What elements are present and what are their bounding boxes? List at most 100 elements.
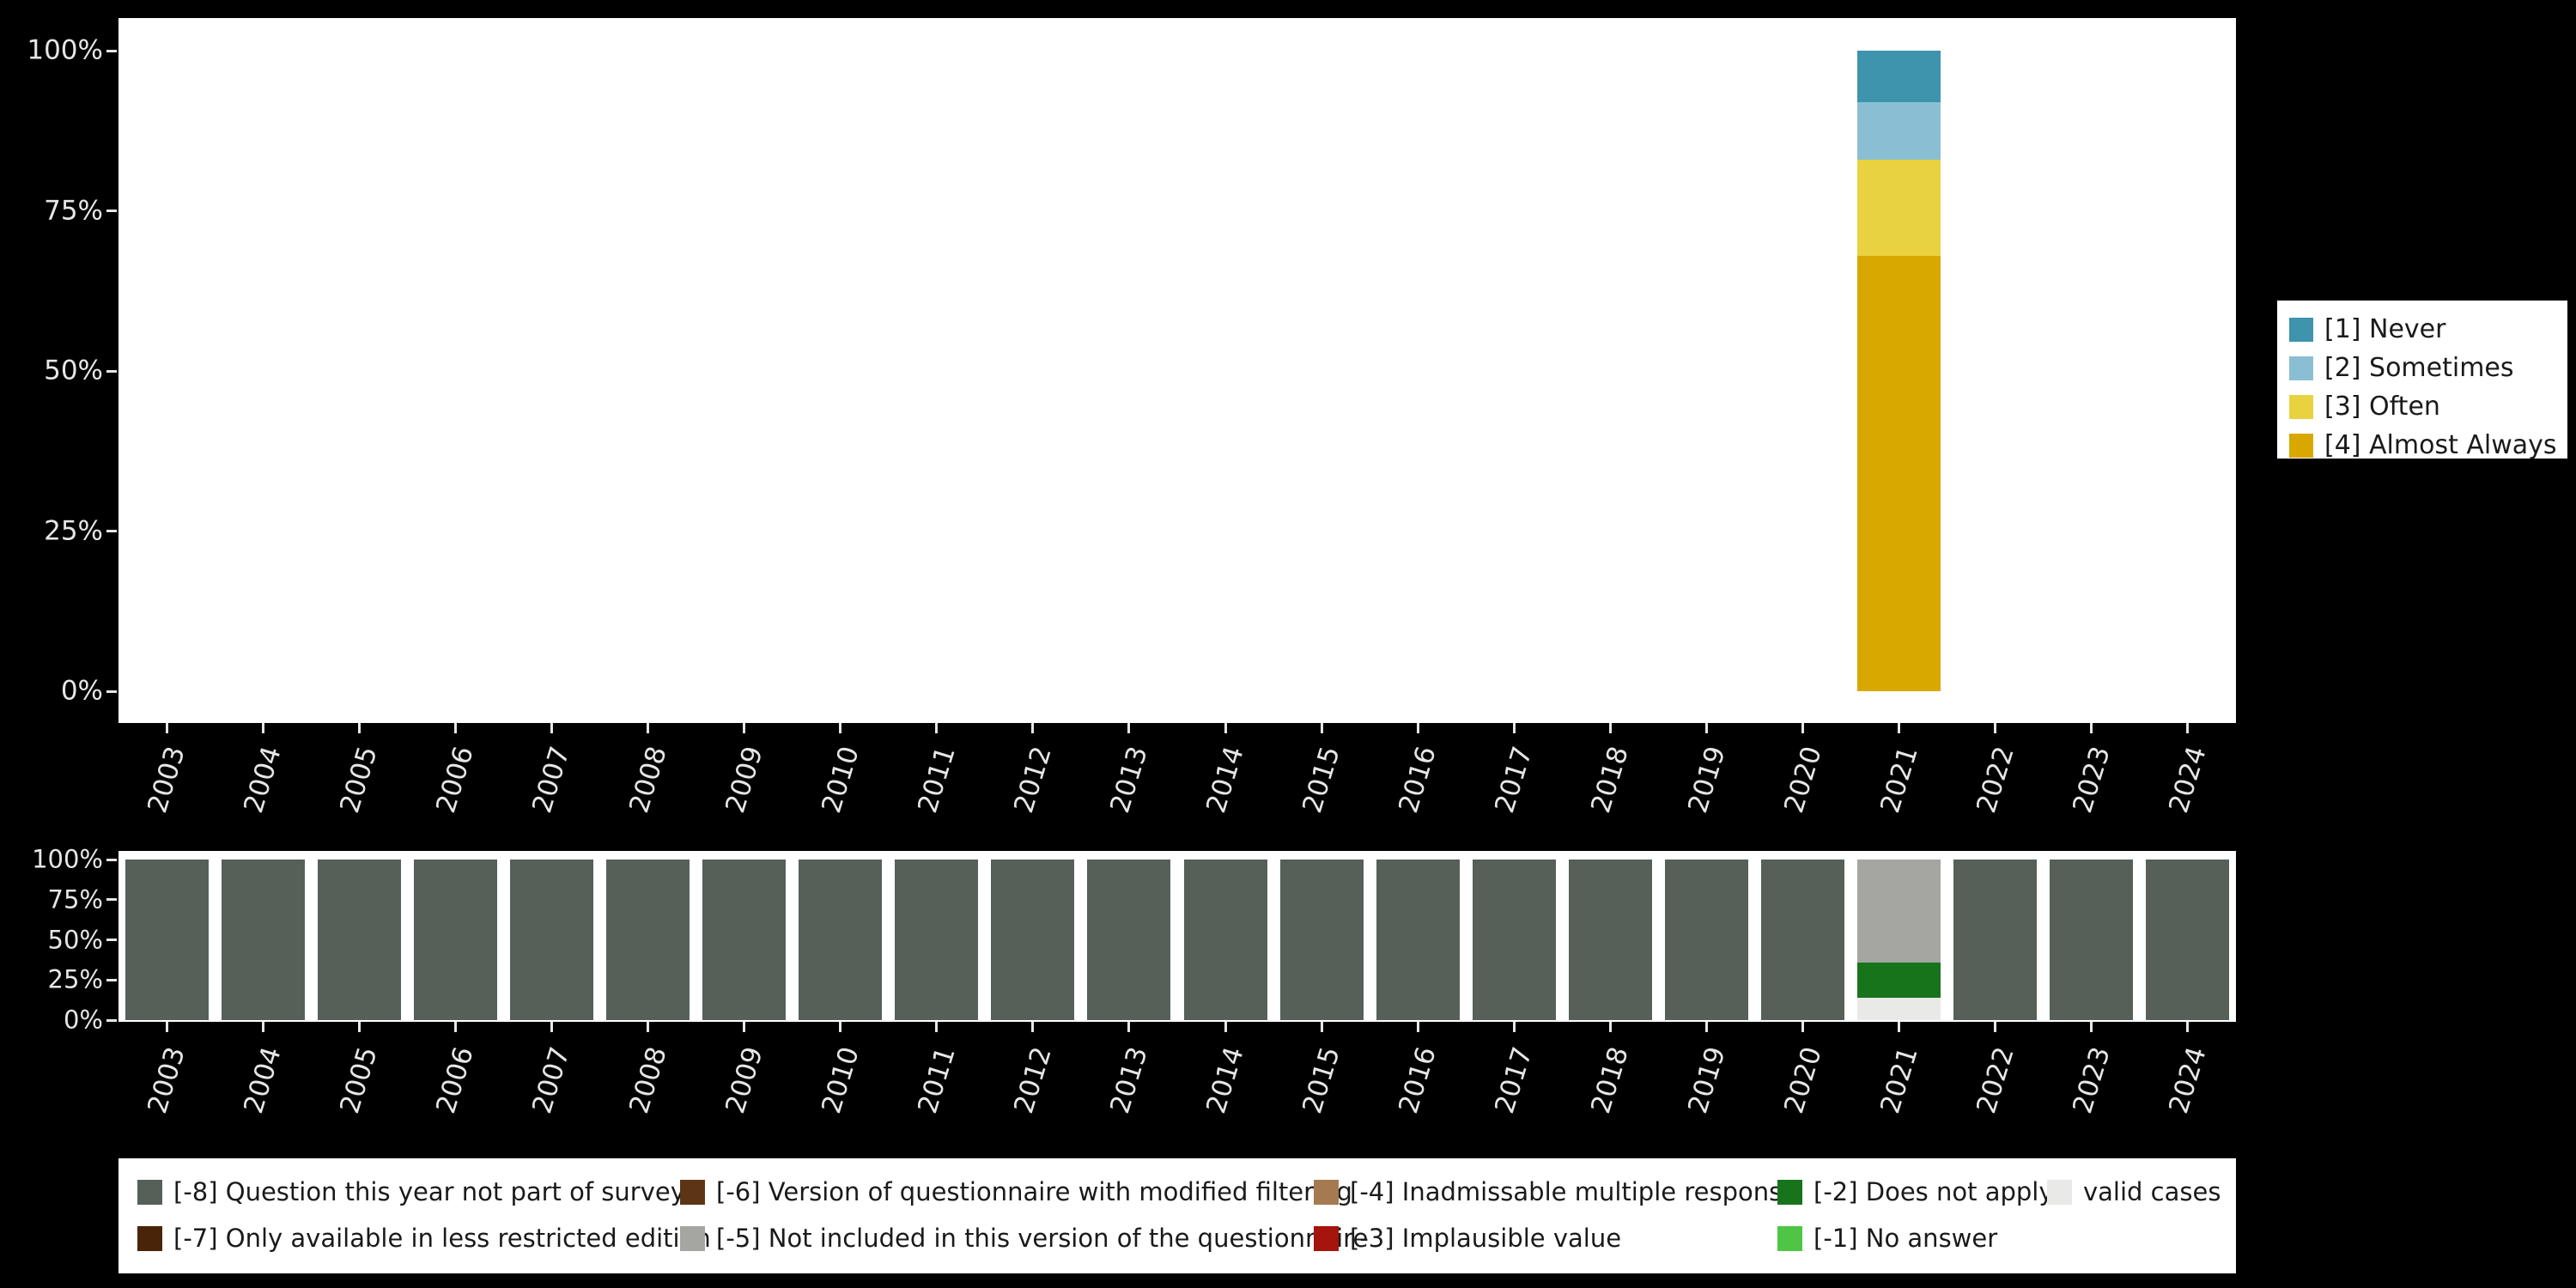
y-axis-tick [106,49,117,52]
x-axis-year-text: 2015 [1297,1043,1346,1117]
legend-swatch [2289,317,2313,342]
x-axis-tick [261,1022,264,1032]
bar-segment-2003 [125,860,209,1020]
legend-label: [-8] Question this year not part of surv… [173,1177,685,1206]
footer-legend-item: [-2] Does not apply [1777,1177,2054,1206]
bar-segment-2014 [1183,860,1267,1020]
bar-segment-2020 [1761,860,1845,1020]
y-axis-tick [106,939,117,941]
legend-swatch [1314,1179,1339,1205]
bar-segment-2022 [1953,860,2038,1020]
x-axis-tick [1608,1022,1612,1032]
legend-label: valid cases [2083,1177,2221,1206]
x-axis-year-text: 2017 [1489,1043,1540,1117]
footer-legend-item: [-7] Only available in less restricted e… [137,1224,711,1253]
footer-legend-item: valid cases [2047,1177,2221,1206]
footer-legend: [-8] Question this year not part of surv… [118,1158,2236,1273]
x-axis-tick [2090,1022,2093,1032]
y-axis-tick-label: 100% [27,34,103,66]
x-axis-tick [1127,1022,1131,1032]
bar-segment-2024 [2146,860,2230,1020]
footer-legend-item: [-4] Inadmissable multiple response [1314,1177,1797,1206]
y-axis-tick [106,858,117,861]
bar-segment-2008 [606,860,690,1020]
x-axis-year-text: 2004 [238,1043,288,1117]
x-axis-year-text: 2019 [1681,1043,1732,1117]
bar-segment-2004 [221,860,305,1020]
x-axis-tick [1320,1022,1323,1032]
legend-label: [-1] No answer [1814,1224,1998,1253]
x-axis-tick [2090,723,2093,733]
bar-segment-2005 [317,860,401,1020]
bar-segment-2021 [1857,860,1941,963]
legend-label: [4] Almost Always [2324,430,2557,460]
legend-swatch [2047,1179,2072,1205]
legend-swatch [137,1179,162,1205]
y-axis-tick-label: 25% [44,514,103,546]
x-axis-year-text: 2019 [1681,743,1732,817]
x-axis-tick [1801,1022,1805,1032]
x-axis-year-text: 2003 [142,1043,191,1117]
bar-segment-2015 [1279,860,1364,1020]
x-axis-tick [647,1022,649,1032]
legend-swatch [2289,433,2313,458]
bar-segment-2011 [895,860,979,1020]
y-axis-tick [106,1018,117,1022]
x-axis-year-text: 2016 [1393,743,1443,817]
y-axis-tick-label: 75% [44,194,103,226]
bar-segment-2006 [413,860,497,1020]
y-axis-tick-label: 25% [47,964,103,994]
x-axis-year-text: 2018 [1585,743,1636,817]
footer-legend-item: [-1] No answer [1777,1224,1997,1253]
y-axis-tick-label: 75% [47,884,103,914]
x-axis-tick [261,723,264,733]
x-axis-year-text: 2014 [1200,1043,1250,1117]
y-axis-tick-label: 50% [47,924,103,954]
x-axis-tick [550,723,553,733]
legend-label: [-2] Does not apply [1814,1177,2054,1206]
bar-segment-2021 [1857,159,1941,256]
x-axis-tick [1224,723,1227,733]
legend-swatch [1777,1225,1802,1251]
x-axis-year-text: 2022 [1971,743,2020,817]
y-axis-tick-label: 100% [32,844,103,874]
x-axis-tick [2186,1022,2190,1032]
y-axis-tick-label: 50% [44,355,103,386]
legend-swatch [137,1225,162,1251]
x-axis-tick [1898,723,1901,733]
x-axis-year-text: 2011 [912,1043,962,1117]
x-axis-tick [550,1022,553,1032]
bar-segment-2013 [1087,860,1171,1020]
x-axis-tick [165,723,168,733]
legend-label: [3] Often [2324,392,2440,422]
bar-segment-2009 [702,860,787,1020]
bar-segment-2018 [1568,860,1652,1020]
y-axis-tick-label: 0% [60,675,103,707]
footer-legend-item: [-8] Question this year not part of surv… [137,1177,685,1206]
x-axis-year-text: 2024 [2163,743,2213,817]
x-axis-tick [1224,1022,1227,1032]
x-axis-year-text: 2009 [719,1043,769,1117]
x-axis-tick [1994,1022,1997,1032]
legend-label: [-4] Inadmissable multiple response [1350,1177,1798,1206]
x-axis-tick [1320,723,1323,733]
bar-segment-2023 [2050,860,2134,1020]
x-axis-year-text: 2006 [430,1043,481,1117]
x-axis-tick [1127,723,1131,733]
legend-swatch [680,1179,705,1205]
y-axis-tick [106,898,117,902]
legend-item: [3] Often [2289,392,2567,422]
legend-label: [-6] Version of questionnaire with modif… [716,1177,1352,1206]
bar-segment-2019 [1665,860,1748,1020]
legend-item: [1] Never [2289,314,2567,344]
x-axis-year-text: 2011 [912,743,962,817]
footer-legend-item: [-3] Implausible value [1314,1224,1621,1253]
x-axis-tick [2186,723,2190,733]
x-axis-tick [647,723,649,733]
x-axis-year-text: 2007 [526,743,577,817]
y-axis-tick [106,978,117,981]
bar-segment-2021 [1857,255,1941,691]
x-axis-year-text: 2005 [334,743,384,817]
x-axis-tick [357,1022,361,1032]
